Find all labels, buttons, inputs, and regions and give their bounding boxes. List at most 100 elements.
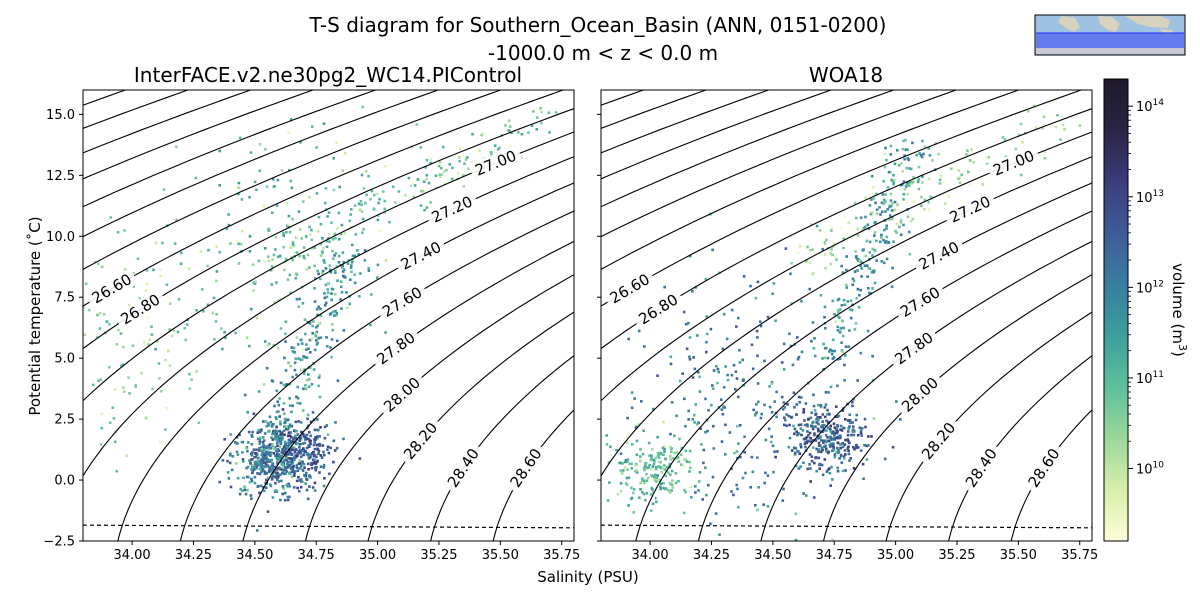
- density-label-bg: [369, 325, 423, 372]
- volume-point: [796, 251, 800, 255]
- volume-point: [794, 538, 798, 541]
- volume-point: [864, 215, 867, 219]
- volume-point: [326, 288, 329, 291]
- density-label-bg: [959, 441, 1004, 495]
- volume-point: [798, 400, 801, 404]
- volume-point: [848, 308, 852, 311]
- volume-point: [827, 467, 831, 470]
- volume-point: [290, 453, 294, 456]
- volume-point: [306, 253, 310, 257]
- volume-point: [102, 312, 106, 316]
- volume-point: [842, 455, 846, 458]
- volume-point: [833, 313, 836, 316]
- volume-point: [215, 279, 218, 283]
- volume-point: [262, 461, 266, 464]
- volume-point: [276, 444, 279, 447]
- volume-point: [287, 223, 290, 226]
- volume-point: [836, 446, 839, 450]
- volume-point: [630, 391, 634, 394]
- volume-point: [288, 230, 292, 234]
- volume-point: [241, 489, 244, 492]
- volume-point: [350, 264, 353, 267]
- volume-point: [730, 467, 733, 471]
- volume-point: [282, 402, 286, 405]
- volume-point: [905, 181, 909, 184]
- volume-point: [128, 392, 131, 395]
- volume-point: [234, 441, 237, 444]
- volume-point: [303, 318, 307, 321]
- volume-point: [238, 433, 241, 437]
- volume-point: [688, 470, 691, 473]
- volume-point: [873, 193, 877, 197]
- volume-point: [278, 457, 281, 460]
- volume-point: [794, 451, 797, 455]
- volume-point: [339, 232, 343, 236]
- volume-point: [98, 311, 102, 315]
- volume-point: [258, 472, 262, 476]
- volume-point: [335, 446, 339, 450]
- volume-point: [916, 180, 920, 184]
- volume-point: [295, 373, 298, 377]
- volume-point: [275, 389, 279, 393]
- volume-point: [144, 416, 148, 420]
- volume-point: [662, 486, 665, 490]
- volume-point: [145, 282, 149, 286]
- volume-point: [295, 463, 299, 467]
- density-contour: [83, 90, 503, 271]
- volume-point: [849, 457, 852, 460]
- volume-point: [188, 372, 191, 376]
- volume-point: [645, 472, 648, 476]
- volume-point: [735, 377, 739, 380]
- volume-point: [849, 227, 852, 230]
- volume-point: [326, 445, 330, 449]
- volume-point: [330, 338, 334, 341]
- volume-point: [221, 347, 224, 351]
- figure-title: T-S diagram for Southern_Ocean_Basin (AN…: [309, 13, 887, 37]
- volume-point: [803, 423, 807, 427]
- volume-point: [301, 449, 304, 452]
- volume-point: [851, 425, 855, 428]
- volume-point: [310, 452, 314, 456]
- volume-point: [822, 342, 825, 346]
- volume-point: [289, 179, 292, 183]
- volume-point: [175, 145, 178, 149]
- volume-point: [817, 418, 820, 422]
- volume-point: [310, 466, 314, 470]
- volume-point: [837, 449, 840, 452]
- volume-point: [340, 307, 343, 310]
- volume-point: [829, 252, 832, 255]
- volume-point: [896, 203, 899, 207]
- volume-point: [517, 131, 520, 134]
- volume-point: [293, 448, 297, 451]
- volume-point: [274, 434, 277, 437]
- volume-point: [286, 484, 289, 487]
- volume-point: [635, 439, 639, 443]
- volume-point: [306, 417, 309, 421]
- volume-point: [445, 168, 448, 172]
- volume-point: [298, 443, 302, 446]
- volume-point: [782, 368, 786, 371]
- volume-point: [260, 462, 264, 465]
- volume-point: [643, 481, 646, 485]
- volume-point: [841, 350, 844, 354]
- volume-point: [880, 201, 884, 204]
- volume-point: [831, 349, 834, 353]
- volume-point: [737, 316, 740, 320]
- volume-point: [836, 466, 839, 470]
- volume-point: [242, 460, 245, 463]
- volume-point: [792, 424, 795, 428]
- volume-point: [288, 495, 291, 499]
- volume-point: [896, 149, 899, 152]
- volume-point: [100, 426, 104, 430]
- volume-point: [369, 323, 372, 327]
- volume-point: [248, 196, 251, 199]
- volume-point: [768, 405, 772, 409]
- volume-point: [751, 470, 755, 474]
- volume-point: [48, 338, 51, 341]
- volume-point: [873, 231, 877, 234]
- volume-point: [797, 395, 801, 399]
- volume-point: [907, 230, 911, 234]
- volume-point: [275, 438, 279, 441]
- volume-point: [115, 469, 118, 473]
- volume-point: [618, 461, 621, 465]
